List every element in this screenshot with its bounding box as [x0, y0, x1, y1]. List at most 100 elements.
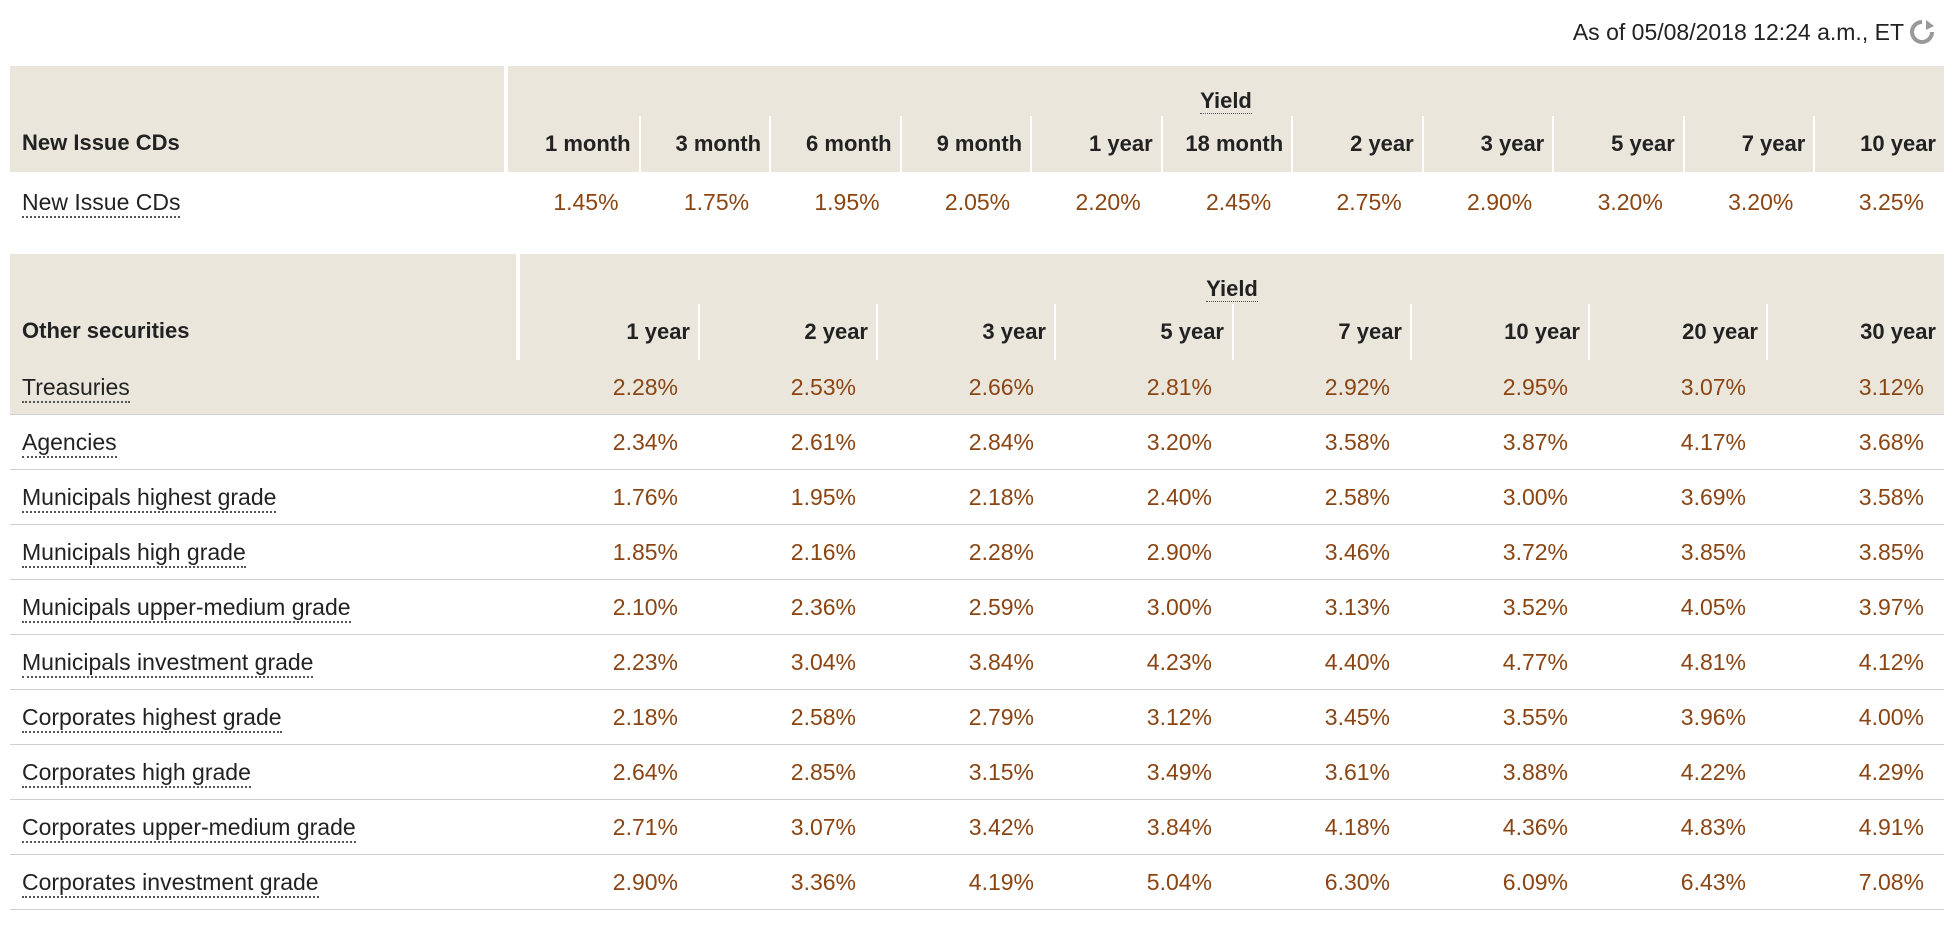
row-label-link[interactable]: Corporates investment grade: [22, 868, 319, 898]
yield-value: 2.95%: [1410, 360, 1588, 415]
yield-value: 3.97%: [1766, 580, 1944, 635]
yield-value: 3.84%: [876, 635, 1054, 690]
yield-value: 4.36%: [1410, 800, 1588, 855]
yield-value: 3.46%: [1232, 525, 1410, 580]
yield-value: 3.00%: [1410, 470, 1588, 525]
column-header: 1 year: [520, 304, 698, 360]
yield-value: 2.28%: [876, 525, 1054, 580]
refresh-icon[interactable]: [1908, 18, 1936, 46]
table-row: Corporates high grade 2.64% 2.85% 3.15% 3.49…: [10, 745, 1944, 800]
row-label-cell: Corporates highest grade: [10, 690, 520, 745]
row-label-cell: Treasuries: [10, 360, 520, 415]
row-label-cell: Corporates high grade: [10, 745, 520, 800]
row-label-cell: Agencies: [10, 415, 520, 470]
yield-value: 5.04%: [1054, 855, 1232, 910]
column-header: 6 month: [769, 116, 900, 172]
yield-value: 4.17%: [1588, 415, 1766, 470]
yield-value: 3.00%: [1054, 580, 1232, 635]
yield-value: 1.85%: [520, 525, 698, 580]
yield-value: 3.12%: [1054, 690, 1232, 745]
yield-value: 3.15%: [876, 745, 1054, 800]
table-row: Municipals investment grade 2.23% 3.04% 3.8…: [10, 635, 1944, 690]
row-label-link[interactable]: Corporates upper-medium grade: [22, 813, 356, 843]
table-row: Corporates upper-medium grade 2.71% 3.07% 3…: [10, 800, 1944, 855]
yield-value: 3.85%: [1766, 525, 1944, 580]
table-row: Corporates investment grade 2.90% 3.36% 4.1…: [10, 855, 1944, 910]
row-label-link[interactable]: Municipals upper-medium grade: [22, 593, 351, 623]
row-label-cell: Corporates investment grade: [10, 855, 520, 910]
yield-value: 3.04%: [698, 635, 876, 690]
yield-value: 6.30%: [1232, 855, 1410, 910]
yield-value: 3.52%: [1410, 580, 1588, 635]
yield-value: 1.75%: [683, 188, 750, 215]
table-row: Agencies 2.34% 2.61% 2.84% 3.20% 3.58% 3.87% 4.…: [10, 415, 1944, 470]
yield-value: 2.58%: [1232, 470, 1410, 525]
column-header: 3 year: [1421, 116, 1553, 172]
yield-header[interactable]: Yield: [508, 66, 1944, 116]
yield-value: 2.90%: [1054, 525, 1232, 580]
table-row: Treasuries 2.28% 2.53% 2.66% 2.81% 2.92% 2.95%…: [10, 360, 1944, 415]
yield-value: 2.90%: [520, 855, 698, 910]
yield-value: 3.20%: [1054, 415, 1232, 470]
yield-value: 4.12%: [1766, 635, 1944, 690]
yield-value: 1.95%: [814, 188, 880, 215]
table-row: New Issue CDs 1.45% 1.75% 1.95% 2.05% 2.20% 2.…: [10, 172, 1944, 232]
yield-value: 1.45%: [553, 188, 619, 215]
yield-value: 2.58%: [698, 690, 876, 745]
column-header: 2 year: [1291, 116, 1422, 172]
yield-value: 4.19%: [876, 855, 1054, 910]
yield-value: 2.85%: [698, 745, 876, 800]
yield-header[interactable]: Yield: [520, 254, 1944, 304]
table-row: Corporates highest grade 2.18% 2.58% 2.79% 3…: [10, 690, 1944, 745]
column-header: 3 month: [638, 116, 770, 172]
yield-value: 2.53%: [698, 360, 876, 415]
yield-value: 3.87%: [1410, 415, 1588, 470]
yield-value: 2.92%: [1232, 360, 1410, 415]
yield-value: 3.96%: [1588, 690, 1766, 745]
yield-value: 4.18%: [1232, 800, 1410, 855]
yield-value: 2.61%: [698, 415, 876, 470]
yield-value: 3.25%: [1858, 188, 1924, 215]
row-label-link[interactable]: Corporates highest grade: [22, 703, 282, 733]
yield-value: 3.58%: [1766, 470, 1944, 525]
column-header: 30 year: [1766, 304, 1944, 360]
yield-value: 2.10%: [520, 580, 698, 635]
row-label-link[interactable]: New Issue CDs: [22, 188, 181, 218]
yield-value: 4.83%: [1588, 800, 1766, 855]
yield-value: 2.45%: [1205, 188, 1272, 215]
column-header: 10 year: [1410, 304, 1588, 360]
row-label-cell: Municipals highest grade: [10, 470, 520, 525]
row-label-link[interactable]: Municipals highest grade: [22, 483, 277, 513]
table-row: Municipals upper-medium grade 2.10% 2.36% 2…: [10, 580, 1944, 635]
yield-value: 3.69%: [1588, 470, 1766, 525]
yield-value: 3.58%: [1232, 415, 1410, 470]
yield-value: 2.84%: [876, 415, 1054, 470]
yield-value: 3.84%: [1054, 800, 1232, 855]
yield-value: 3.55%: [1410, 690, 1588, 745]
other-securities-header: Other securities: [10, 254, 520, 360]
yield-value: 1.76%: [520, 470, 698, 525]
row-label-link[interactable]: Treasuries: [22, 373, 130, 403]
other-securities-table: Other securities Yield 1 year 2 year 3 yea…: [10, 254, 1944, 910]
yield-value: 4.40%: [1232, 635, 1410, 690]
yield-value: 3.42%: [876, 800, 1054, 855]
row-label-link[interactable]: Municipals high grade: [22, 538, 246, 568]
row-label-link[interactable]: Municipals investment grade: [22, 648, 314, 678]
new-issue-cds-table: New Issue CDs Yield 1 month 3 month 6 mont…: [10, 66, 1944, 232]
row-label-cell: Municipals investment grade: [10, 635, 520, 690]
yield-value: 2.18%: [876, 470, 1054, 525]
yield-value: 2.59%: [876, 580, 1054, 635]
yield-value: 4.23%: [1054, 635, 1232, 690]
column-header: 1 year: [1030, 116, 1161, 172]
row-label-link[interactable]: Corporates high grade: [22, 758, 251, 788]
column-header: 5 year: [1552, 116, 1683, 172]
yield-value: 3.72%: [1410, 525, 1588, 580]
row-label-link[interactable]: Agencies: [22, 428, 117, 458]
column-header: 18 month: [1160, 116, 1292, 172]
yield-value: 4.05%: [1588, 580, 1766, 635]
yield-value: 4.77%: [1410, 635, 1588, 690]
yield-value: 3.36%: [698, 855, 876, 910]
yield-value: 2.18%: [520, 690, 698, 745]
yield-value: 3.45%: [1232, 690, 1410, 745]
